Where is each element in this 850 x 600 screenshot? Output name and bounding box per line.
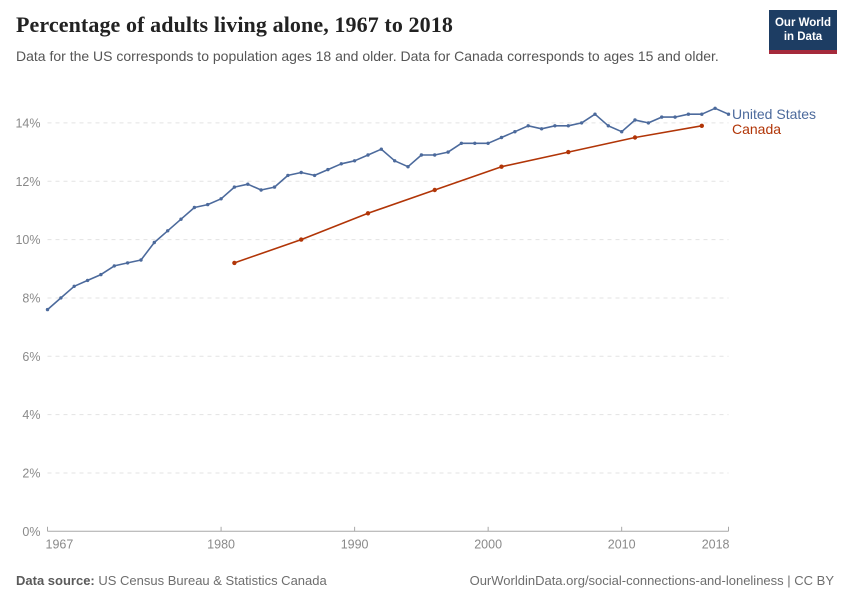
chart-header: Percentage of adults living alone, 1967 … [16, 12, 750, 66]
united-states-data-point[interactable] [673, 115, 677, 119]
united-states-data-point[interactable] [700, 112, 704, 116]
logo-text-line2: in Data [783, 31, 823, 44]
united-states-data-point[interactable] [379, 147, 383, 151]
united-states-data-point[interactable] [99, 272, 103, 277]
united-states-data-point[interactable] [286, 173, 290, 178]
canada-line[interactable] [233, 125, 703, 264]
chart-footer: Data source: US Census Bureau & Statisti… [16, 573, 834, 588]
united-states-data-point[interactable] [312, 173, 317, 178]
canada-data-point[interactable] [232, 260, 237, 266]
y-tick-label: 4% [22, 408, 40, 422]
y-tick-label: 0% [22, 525, 40, 539]
united-states-data-point[interactable] [339, 162, 343, 166]
chart-subtitle: Data for the US corresponds to populatio… [16, 48, 719, 64]
united-states-line[interactable] [46, 107, 730, 311]
united-states-data-point[interactable] [446, 150, 450, 154]
canada-data-point[interactable] [499, 164, 504, 169]
x-tick-label: 2010 [608, 537, 636, 551]
united-states-data-point[interactable] [419, 153, 424, 157]
footer-datasource: Data source: US Census Bureau & Statisti… [16, 573, 327, 588]
canada-data-point[interactable] [699, 123, 704, 128]
footer-credit-link[interactable]: OurWorldinData.org/social-connections-an… [469, 573, 834, 588]
united-states-data-point[interactable] [486, 141, 490, 145]
united-states-data-point[interactable] [606, 124, 610, 128]
logo-text-line1: Our World [774, 17, 831, 29]
x-tick-label: 2018 [702, 537, 730, 551]
datasource-value: US Census Bureau & Statistics Canada [98, 573, 327, 588]
united-states-data-point[interactable] [633, 118, 637, 122]
united-states-data-point[interactable] [499, 135, 504, 140]
y-tick-label: 6% [22, 350, 40, 364]
united-states-data-point[interactable] [219, 197, 223, 201]
united-states-data-point[interactable] [433, 153, 437, 157]
united-states-data-point[interactable] [59, 296, 63, 300]
y-tick-label: 12% [15, 175, 40, 189]
united-states-data-point[interactable] [473, 141, 477, 145]
united-states-data-point[interactable] [259, 188, 263, 192]
united-states-data-point[interactable] [166, 229, 170, 233]
united-states-data-point[interactable] [272, 185, 277, 189]
owid-logo[interactable]: Our World in Data [769, 10, 837, 54]
legend-canada[interactable]: Canada [732, 121, 782, 137]
united-states-data-point[interactable] [206, 202, 210, 207]
y-tick-label: 10% [15, 233, 40, 247]
united-states-data-point[interactable] [726, 112, 731, 116]
united-states-data-point[interactable] [579, 121, 584, 125]
united-states-data-point[interactable] [192, 205, 197, 210]
canada-data-point[interactable] [299, 237, 304, 242]
y-tick-label: 8% [22, 291, 40, 305]
united-states-data-point[interactable] [526, 124, 530, 128]
canada-data-point[interactable] [566, 149, 571, 155]
united-states-data-point[interactable] [139, 258, 143, 262]
united-states-data-point[interactable] [72, 284, 76, 288]
united-states-data-point[interactable] [713, 106, 717, 111]
united-states-data-point[interactable] [566, 124, 570, 128]
united-states-data-point[interactable] [45, 307, 50, 312]
canada-data-point[interactable] [632, 135, 638, 140]
united-states-data-point[interactable] [326, 167, 330, 172]
datasource-label: Data source: [16, 573, 95, 588]
united-states-data-point[interactable] [246, 182, 250, 186]
united-states-data-point[interactable] [646, 121, 651, 125]
united-states-data-point[interactable] [366, 153, 370, 157]
united-states-data-point[interactable] [539, 127, 544, 131]
united-states-data-point[interactable] [112, 264, 117, 268]
united-states-data-point[interactable] [593, 112, 597, 116]
united-states-data-point[interactable] [125, 261, 130, 265]
canada-data-point[interactable] [365, 211, 371, 216]
united-states-data-point[interactable] [406, 165, 410, 169]
united-states-data-point[interactable] [660, 115, 664, 119]
x-tick-label: 1967 [46, 537, 74, 551]
y-tick-label: 14% [15, 116, 40, 130]
x-tick-label: 1980 [207, 537, 235, 551]
x-tick-label: 1990 [341, 537, 369, 551]
united-states-data-point[interactable] [85, 278, 90, 283]
y-tick-label: 2% [22, 466, 40, 480]
united-states-data-point[interactable] [459, 141, 464, 145]
united-states-data-point[interactable] [179, 217, 183, 221]
canada-data-point[interactable] [432, 187, 437, 193]
united-states-data-point[interactable] [553, 124, 557, 128]
united-states-data-point[interactable] [352, 159, 357, 163]
united-states-data-point[interactable] [393, 159, 397, 163]
united-states-data-point[interactable] [232, 185, 237, 189]
legend-united-states[interactable]: United States [732, 106, 817, 122]
united-states-data-point[interactable] [686, 112, 691, 116]
united-states-data-point[interactable] [299, 170, 303, 175]
united-states-data-point[interactable] [152, 240, 156, 245]
united-states-data-point[interactable] [513, 130, 517, 134]
x-tick-label: 2000 [474, 537, 502, 551]
united-states-data-point[interactable] [620, 130, 624, 134]
page-title: Percentage of adults living alone, 1967 … [16, 12, 453, 37]
